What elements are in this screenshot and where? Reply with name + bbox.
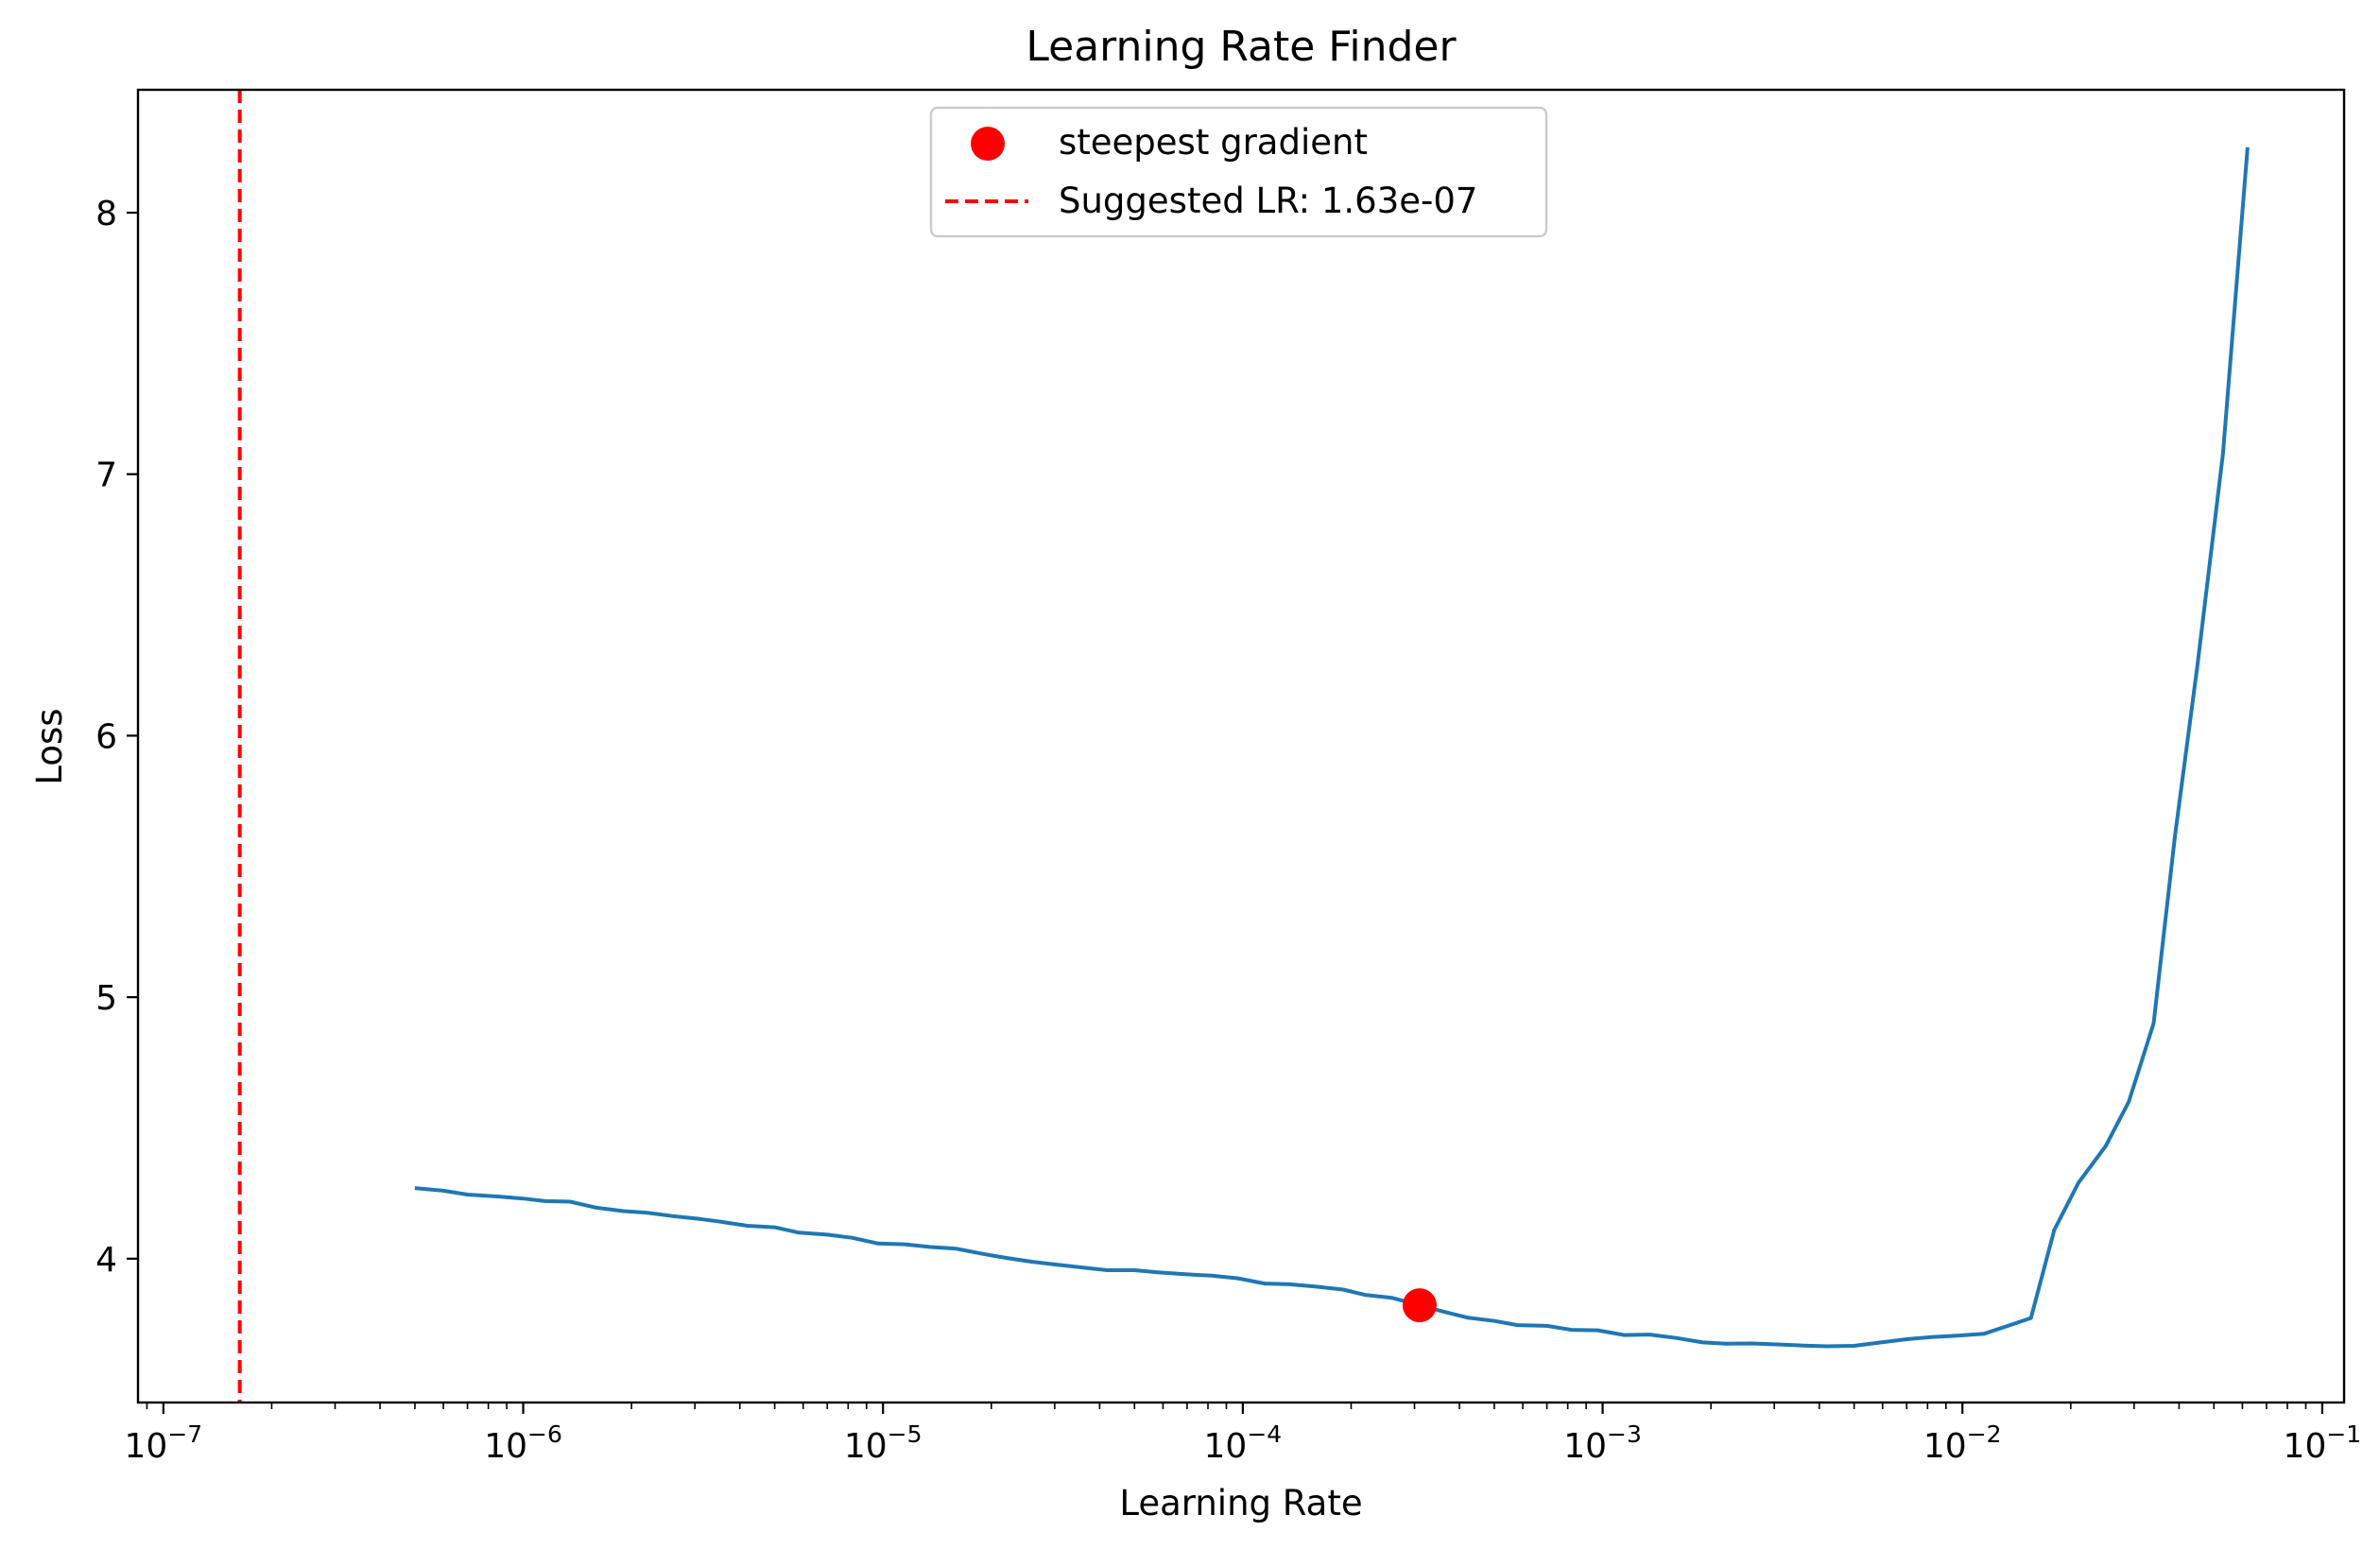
ticks-layer: 10−7 10−6 10−5 10−4 10−3 10−2 10−1 4 5 6 7 8 — [95, 195, 2361, 1466]
y-axis-label: Loss — [29, 708, 70, 784]
x-tick-label: 10−4 — [1204, 1420, 1283, 1466]
x-tick-label: 10−1 — [2284, 1420, 2362, 1466]
x-tick-label: 10−5 — [844, 1420, 923, 1466]
y-tick-label: 4 — [95, 1241, 117, 1280]
x-tick-label: 10−7 — [125, 1420, 203, 1466]
x-tick-label: 10−6 — [484, 1420, 562, 1466]
y-tick-label: 7 — [95, 456, 117, 495]
chart-title: Learning Rate Finder — [1026, 23, 1457, 71]
legend-label-suggested-lr: Suggested LR: 1.63e-07 — [1059, 181, 1477, 221]
legend-marker-steepest-gradient — [971, 127, 1005, 161]
x-axis-label: Learning Rate — [1119, 1483, 1362, 1523]
y-tick-label: 8 — [95, 195, 117, 233]
plot-layer — [237, 90, 2250, 1403]
steepest-gradient-point — [1402, 1288, 1437, 1323]
y-tick-label: 5 — [95, 979, 117, 1018]
legend: steepest gradient Suggested LR: 1.63e-07 — [929, 106, 1548, 238]
x-tick-label: 10−2 — [1923, 1420, 2002, 1466]
legend-box — [929, 106, 1548, 238]
x-tick-label: 10−3 — [1563, 1420, 1642, 1466]
loss-curve-line — [414, 146, 2250, 1349]
plot-frame — [136, 88, 2346, 1404]
y-tick-label: 6 — [95, 717, 117, 756]
legend-label-steepest-gradient: steepest gradient — [1059, 122, 1368, 163]
